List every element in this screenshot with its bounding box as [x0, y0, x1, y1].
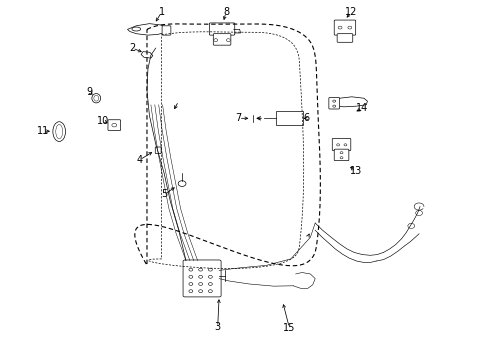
Circle shape — [208, 290, 212, 293]
FancyBboxPatch shape — [336, 34, 352, 42]
Text: 10: 10 — [97, 116, 109, 126]
Circle shape — [112, 123, 117, 127]
Text: 14: 14 — [356, 103, 368, 113]
Circle shape — [198, 283, 202, 285]
Text: 12: 12 — [344, 7, 356, 17]
Circle shape — [188, 268, 192, 271]
Text: 7: 7 — [235, 113, 241, 123]
Text: 3: 3 — [214, 322, 220, 332]
Circle shape — [188, 275, 192, 278]
Circle shape — [347, 26, 351, 29]
FancyBboxPatch shape — [209, 23, 234, 35]
Ellipse shape — [92, 94, 101, 103]
Circle shape — [198, 275, 202, 278]
Text: 6: 6 — [303, 113, 309, 123]
Circle shape — [415, 211, 422, 216]
Circle shape — [188, 290, 192, 293]
Circle shape — [336, 144, 339, 146]
Ellipse shape — [53, 122, 65, 141]
FancyBboxPatch shape — [183, 260, 221, 297]
Circle shape — [226, 39, 230, 41]
Circle shape — [343, 144, 346, 146]
FancyBboxPatch shape — [333, 20, 355, 35]
Circle shape — [337, 26, 341, 29]
Circle shape — [339, 157, 342, 159]
FancyBboxPatch shape — [276, 111, 303, 126]
FancyBboxPatch shape — [155, 147, 161, 153]
FancyBboxPatch shape — [108, 120, 121, 131]
Polygon shape — [127, 24, 166, 35]
Text: 13: 13 — [349, 166, 361, 176]
Circle shape — [208, 275, 212, 278]
Circle shape — [208, 283, 212, 285]
Text: 4: 4 — [136, 155, 142, 165]
Ellipse shape — [132, 27, 141, 31]
Text: 9: 9 — [86, 87, 92, 97]
FancyBboxPatch shape — [162, 26, 170, 35]
Ellipse shape — [56, 125, 62, 139]
Circle shape — [198, 290, 202, 293]
FancyBboxPatch shape — [213, 34, 230, 45]
Circle shape — [198, 268, 202, 271]
Circle shape — [178, 181, 185, 186]
FancyBboxPatch shape — [331, 138, 350, 150]
Polygon shape — [330, 97, 366, 107]
Ellipse shape — [94, 95, 99, 101]
Circle shape — [407, 224, 414, 228]
Circle shape — [213, 39, 217, 41]
FancyBboxPatch shape — [333, 149, 348, 161]
Text: 11: 11 — [37, 126, 49, 136]
Text: 1: 1 — [158, 7, 164, 17]
Polygon shape — [141, 51, 153, 58]
Circle shape — [332, 105, 335, 107]
Circle shape — [208, 268, 212, 271]
Text: 8: 8 — [223, 7, 228, 17]
Text: 15: 15 — [283, 323, 295, 333]
Circle shape — [188, 283, 192, 285]
Circle shape — [339, 152, 342, 154]
Text: 2: 2 — [129, 43, 135, 53]
Circle shape — [332, 100, 335, 102]
FancyBboxPatch shape — [328, 98, 339, 109]
Text: 5: 5 — [161, 189, 167, 199]
